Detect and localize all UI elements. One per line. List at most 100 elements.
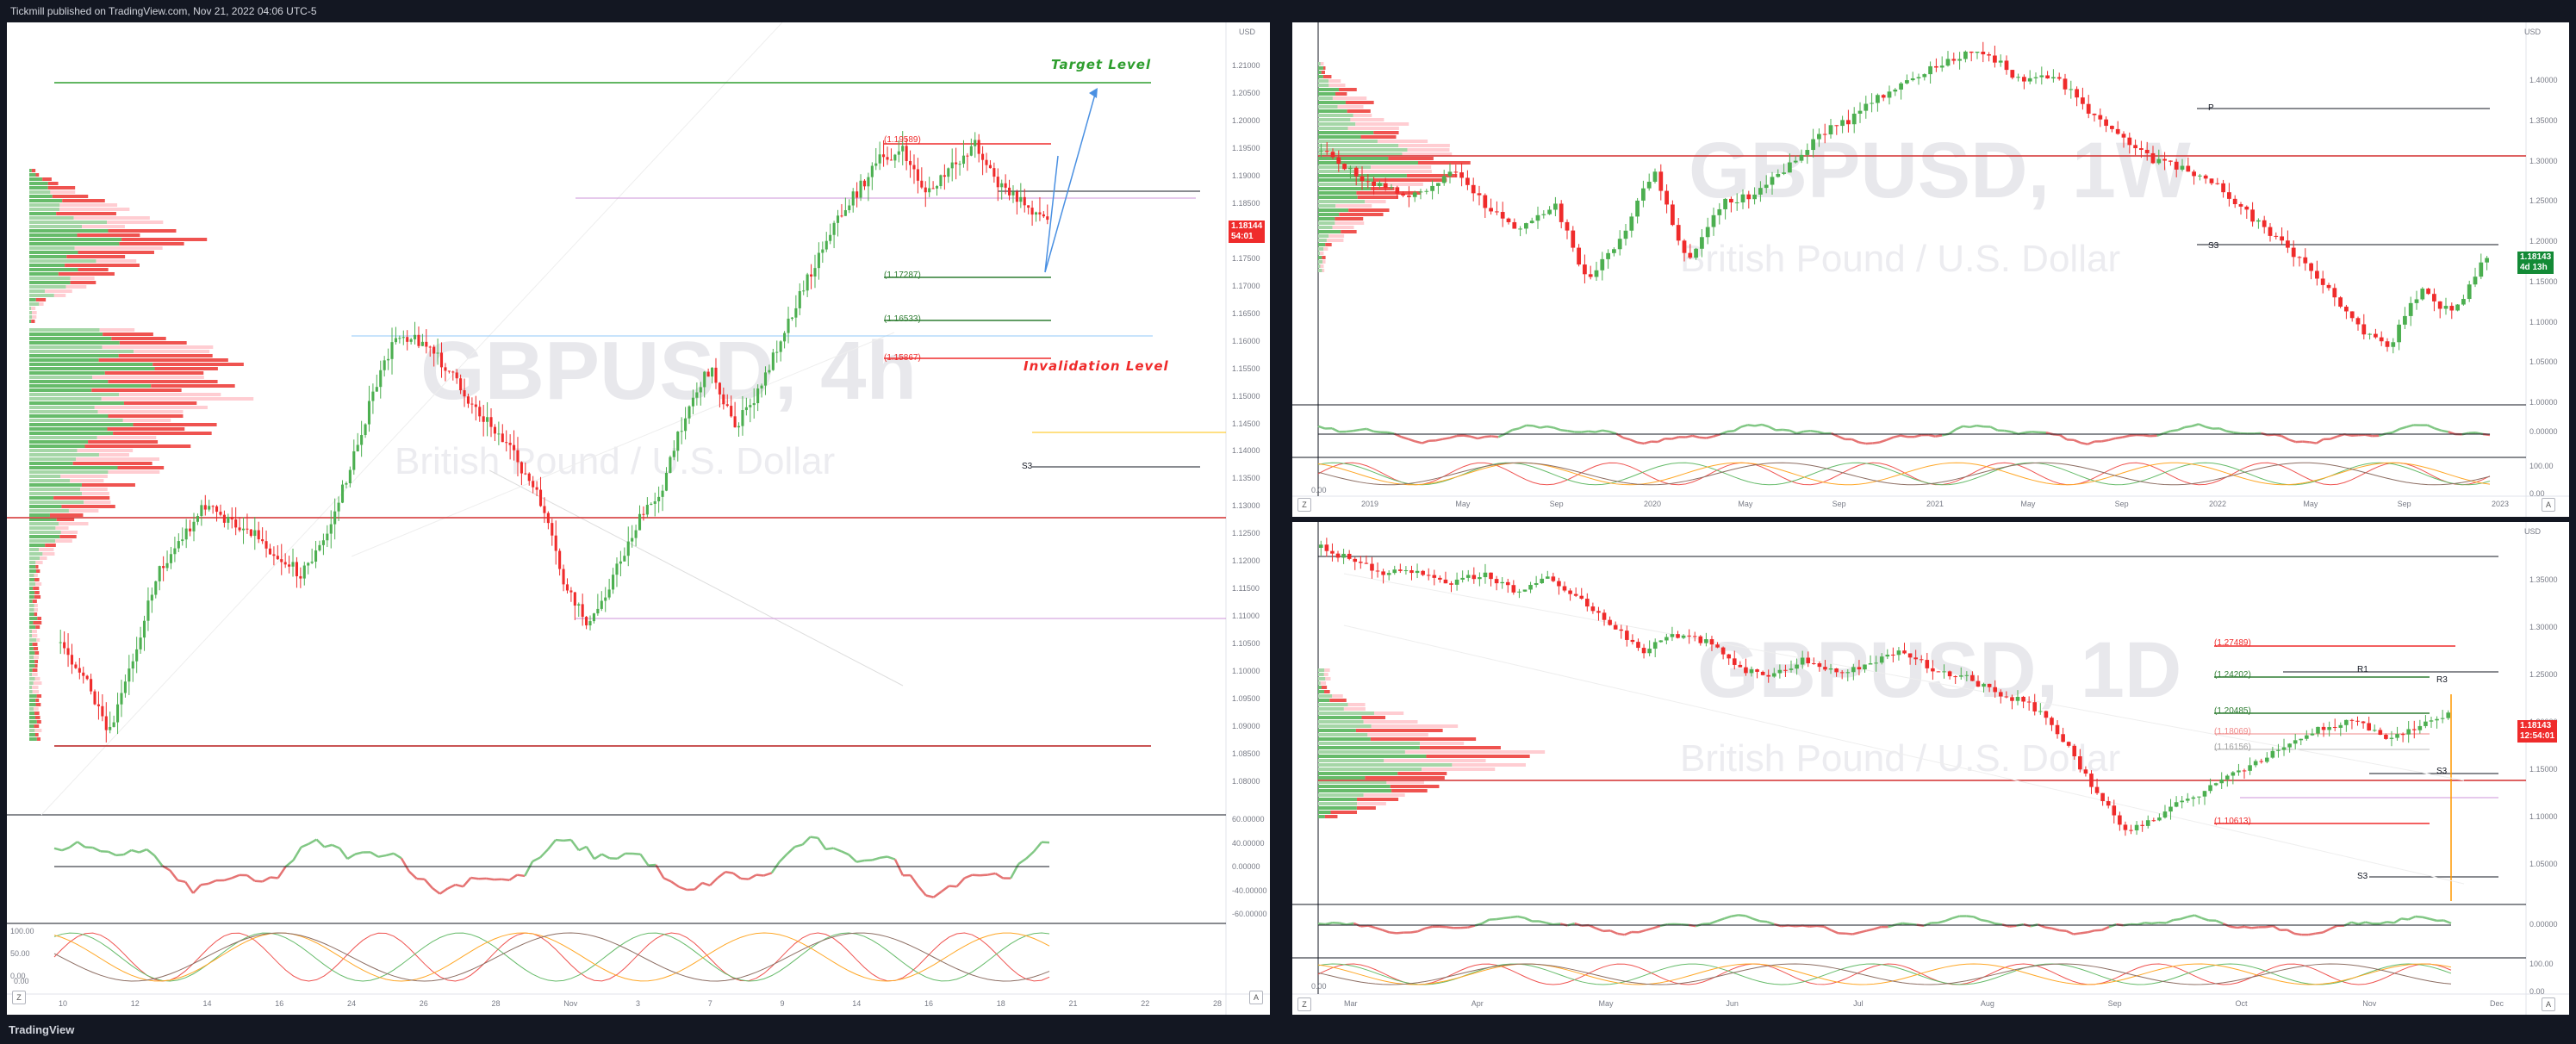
candle (1658, 171, 1664, 191)
candle (573, 592, 576, 606)
chart-canvas-4h[interactable] (7, 22, 1270, 1015)
oscillator-line (192, 884, 202, 894)
volume-profile-bar (35, 625, 40, 629)
oscillator-line (786, 846, 796, 855)
volume-profile-bar (1356, 191, 1421, 195)
candle (2209, 178, 2214, 183)
candle (2367, 723, 2371, 731)
candle (1840, 120, 1845, 127)
volume-profile-bar (88, 440, 159, 444)
volume-profile-bar (29, 449, 78, 452)
volume-profile-bar (29, 358, 99, 362)
candle (1489, 208, 1493, 212)
volume-profile-bar (29, 488, 81, 491)
candle (2268, 227, 2273, 236)
time-tick-label: Sep (1832, 500, 1846, 508)
oscillator-line (547, 839, 557, 850)
time-tick-label: 7 (707, 999, 712, 1008)
chart-panel-1w[interactable]: GBPUSD, 1W British Pound / U.S. Dollar U… (1292, 22, 2569, 517)
candle (1370, 563, 1374, 571)
chart-panel-1d[interactable]: GBPUSD, 1D British Pound / U.S. Dollar U… (1292, 522, 2569, 1015)
volume-profile-bar (29, 638, 37, 642)
volume-profile-bar (29, 561, 36, 564)
volume-profile-bar (53, 294, 66, 297)
volume-profile-bar (29, 332, 103, 336)
chart-canvas-1w[interactable] (1292, 22, 2569, 517)
candle (1963, 51, 1968, 59)
oscillator-line (1317, 923, 1326, 926)
volume-profile-bar (55, 539, 72, 543)
oscillator-line (1449, 434, 1458, 439)
volume-profile-bar (1318, 767, 1422, 771)
volume-profile-bar (1322, 269, 1325, 272)
candle (329, 524, 333, 534)
candle (1318, 544, 1323, 548)
candle (916, 169, 919, 181)
oscillator-line (1727, 430, 1734, 433)
oscillator-line (1810, 429, 1818, 433)
volume-profile-bar (29, 556, 40, 560)
candle (1449, 583, 1453, 585)
tradingview-logo[interactable]: TradingView (9, 1023, 75, 1036)
time-tick-label: May (2020, 500, 2036, 508)
candle (543, 506, 546, 513)
osc-zero-label: 0.00 (1311, 486, 1327, 494)
time-tick-label: 14 (852, 999, 862, 1008)
candle (406, 337, 409, 342)
oscillator-line (1789, 429, 1797, 435)
volume-profile-bar (1391, 789, 1428, 792)
candle (1863, 664, 1867, 670)
oscillator-line (569, 839, 580, 851)
chart-canvas-1d[interactable] (1292, 522, 2569, 1015)
oscillator-line (1809, 924, 1818, 928)
volume-profile-bar (122, 419, 171, 422)
candle (249, 529, 252, 537)
candle (497, 433, 501, 435)
chart-panel-4h[interactable]: GBPUSD, 4h British Pound / U.S. Dollar U… (7, 22, 1270, 1015)
candle (162, 566, 165, 569)
zoom-button[interactable]: Z (1297, 498, 1311, 512)
volume-profile-bar (1318, 772, 1398, 775)
volume-profile-bar (108, 470, 160, 474)
candle (2449, 306, 2455, 311)
candle (806, 274, 809, 291)
volume-profile-bar (29, 544, 46, 547)
zoom-button[interactable]: Z (12, 991, 26, 1004)
oscillator-line (2218, 427, 2227, 432)
candle (1330, 550, 1335, 554)
volume-profile-bar (1324, 690, 1330, 693)
candle (165, 562, 169, 569)
zoom-button[interactable]: Z (1297, 997, 1311, 1011)
candle (394, 338, 397, 343)
volume-profile-bar (1357, 196, 1398, 199)
auto-scale-button[interactable]: A (1249, 991, 1263, 1004)
oscillator-line (1489, 917, 1496, 921)
volume-profile-bar (52, 195, 89, 198)
auto-scale-button[interactable]: A (2542, 498, 2555, 512)
volume-profile-bar (1318, 71, 1322, 74)
candle (318, 544, 321, 551)
time-tick-label: 2023 (2492, 500, 2510, 508)
volume-profile-bar (1318, 135, 1361, 139)
volume-profile-bar (1318, 759, 1384, 762)
time-tick-label: 26 (419, 999, 428, 1008)
candle (824, 240, 828, 250)
volume-profile-bar (1323, 673, 1328, 676)
auto-scale-button[interactable]: A (2542, 997, 2555, 1011)
oscillator-line (2272, 924, 2281, 931)
candle (1602, 612, 1607, 620)
candle (1812, 662, 1816, 664)
volume-profile-bar (1370, 737, 1477, 741)
oscillator-line (848, 854, 858, 863)
candle (1477, 193, 1482, 196)
volume-profile-bar (1397, 772, 1447, 775)
volume-profile-bar (1318, 230, 1341, 233)
oscillator-line (270, 876, 278, 879)
candle (779, 341, 782, 352)
volume-profile-bar (59, 208, 130, 211)
candle (280, 559, 283, 562)
candle (192, 521, 196, 531)
oscillator-line (616, 852, 626, 860)
candle (905, 146, 908, 161)
oscillator-line (2087, 440, 2095, 445)
